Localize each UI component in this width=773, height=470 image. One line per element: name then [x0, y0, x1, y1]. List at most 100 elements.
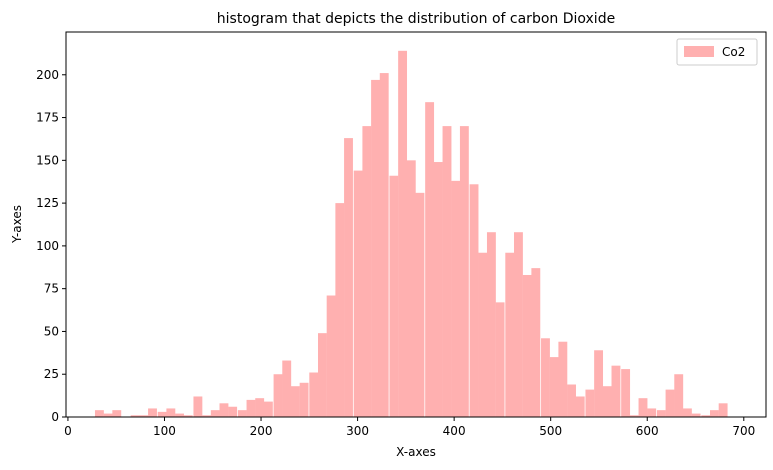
histogram-bar — [674, 374, 684, 417]
histogram-bar — [202, 415, 212, 417]
histogram-bar — [469, 184, 479, 417]
histogram-bar — [549, 357, 559, 417]
histogram-bar — [309, 372, 319, 417]
histogram-bar — [451, 180, 461, 417]
histogram-bar — [318, 333, 327, 417]
plot-frame — [65, 31, 767, 418]
x-tick-label: 700 — [732, 424, 755, 438]
x-tick-label: 100 — [153, 424, 176, 438]
histogram-bar — [691, 413, 701, 417]
histogram-bar — [282, 360, 292, 417]
histogram-bar — [193, 396, 203, 417]
histogram-bar — [148, 408, 157, 417]
histogram-bar — [514, 232, 523, 417]
histogram-bar — [175, 413, 184, 417]
y-tick-label: 175 — [36, 111, 59, 125]
histogram-bar — [166, 408, 176, 417]
bars-layer — [94, 50, 728, 418]
x-tick-label: 400 — [443, 424, 466, 438]
histogram-bar — [647, 408, 657, 417]
x-tick-label: 600 — [636, 424, 659, 438]
histogram-bar — [344, 138, 353, 417]
histogram-bar — [575, 396, 585, 417]
histogram-bar — [478, 252, 488, 417]
y-tick-label: 75 — [44, 282, 59, 296]
histogram-bar — [103, 413, 113, 417]
histogram-bar — [710, 410, 719, 417]
y-tick-label: 125 — [36, 196, 59, 210]
histogram-bar — [567, 384, 576, 417]
histogram-bar — [522, 274, 532, 417]
histogram-bar — [290, 386, 300, 417]
histogram-bar — [210, 410, 220, 417]
histogram-bar — [531, 268, 541, 417]
histogram-bar — [389, 175, 399, 417]
histogram-bar — [459, 126, 469, 418]
histogram-bar — [665, 389, 675, 417]
histogram-bar — [558, 341, 568, 417]
histogram-bar — [621, 369, 631, 417]
histogram-bar — [237, 410, 247, 417]
histogram-bar — [183, 415, 193, 417]
histogram-bar — [398, 50, 408, 417]
histogram-bar — [495, 302, 505, 417]
legend-label: Co2 — [722, 45, 745, 59]
x-tick-label: 200 — [250, 424, 273, 438]
histogram-bar — [505, 252, 515, 417]
histogram-bar — [157, 411, 167, 417]
histogram-bar — [326, 295, 336, 417]
x-axis-ticks: 0 100 200 300 400 500 600 700 — [64, 417, 755, 438]
histogram-bar — [656, 410, 666, 417]
histogram-bar — [273, 374, 283, 417]
histogram-bar — [353, 170, 363, 417]
histogram-bar — [94, 410, 104, 417]
y-axis-label: Y-axes — [10, 205, 24, 244]
histogram-bar — [335, 203, 345, 417]
histogram-bar — [629, 415, 639, 417]
histogram-bar — [406, 160, 416, 417]
x-tick-label: 300 — [346, 424, 369, 438]
histogram-bar — [442, 126, 452, 418]
histogram-bar — [486, 232, 496, 417]
y-axis-ticks: 0 25 50 75 100 125 150 175 200 — [36, 68, 66, 424]
histogram-bar — [433, 162, 443, 417]
histogram-bar — [718, 403, 728, 417]
legend: Co2 — [676, 38, 758, 66]
y-tick-label: 200 — [36, 68, 59, 82]
x-tick-label: 0 — [64, 424, 72, 438]
y-tick-label: 50 — [44, 324, 59, 338]
histogram-bar — [139, 415, 149, 417]
histogram-bar — [379, 73, 389, 417]
histogram-bar — [415, 192, 425, 417]
legend-swatch — [684, 46, 714, 57]
x-axis-label: X-axes — [396, 445, 436, 459]
histogram-bar — [299, 382, 309, 417]
x-tick-label: 500 — [539, 424, 562, 438]
legend-frame — [676, 38, 758, 66]
histogram-bar — [263, 401, 273, 417]
histogram-bar — [219, 403, 229, 417]
histogram-bar — [541, 338, 550, 417]
histogram-bar — [112, 410, 122, 417]
histogram-bar — [638, 398, 648, 417]
histogram-bar — [362, 126, 372, 418]
y-tick-label: 100 — [36, 239, 59, 253]
histogram-bar — [425, 102, 435, 417]
histogram-bar — [130, 415, 140, 417]
histogram-bar — [585, 389, 595, 417]
y-tick-label: 0 — [51, 410, 59, 424]
histogram-bar — [371, 79, 380, 417]
chart-title: histogram that depicts the distribution … — [217, 11, 615, 27]
histogram-bar — [611, 365, 621, 417]
histogram-bar — [594, 350, 604, 417]
y-tick-label: 150 — [36, 153, 59, 167]
histogram-bar — [602, 386, 612, 417]
histogram-bar — [255, 398, 265, 417]
y-tick-label: 25 — [44, 367, 59, 381]
histogram-bar — [701, 415, 711, 417]
histogram-bar — [228, 406, 238, 417]
histogram-bar — [246, 399, 256, 417]
histogram-bar — [682, 408, 692, 417]
